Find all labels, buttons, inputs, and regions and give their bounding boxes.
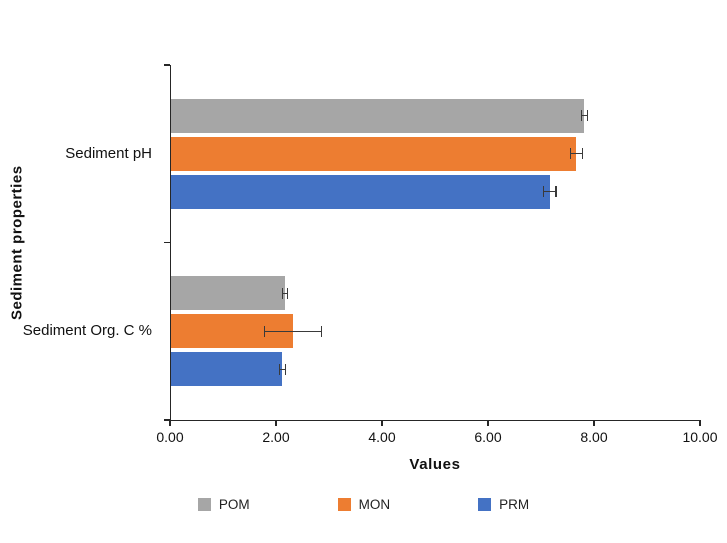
y-tick-mark-0 [164,64,170,66]
x-tick-mark-3 [487,420,489,426]
y-tick-mark-2 [164,419,170,421]
error-bar-pom-0 [580,110,589,122]
bar-pom-0 [171,98,585,133]
error-bar-pom-1 [281,287,289,299]
legend: POM MON PRM [0,497,727,512]
x-tick-mark-5 [699,420,701,426]
legend-item-mon: MON [337,497,391,512]
x-tick-label-4: 8.00 [580,429,608,445]
x-tick-label-5: 10.00 [682,429,718,445]
legend-label-pom: POM [218,497,250,512]
error-bar-prm-1 [278,363,286,375]
legend-item-prm: PRM [478,497,529,512]
bar-prm-1 [171,352,283,387]
error-bar-prm-0 [543,186,557,198]
category-label-0: Sediment pH [65,144,152,162]
x-tick-mark-0 [169,420,171,426]
legend-swatch-mon [337,498,351,511]
legend-label-prm: PRM [499,497,530,512]
error-bar-mon-1 [263,325,323,337]
y-tick-mark-1 [164,241,170,244]
bar-mon-0 [171,136,577,171]
x-tick-mark-1 [275,420,277,426]
legend-swatch-prm [478,498,492,511]
category-labels: Sediment pH Sediment Org. C % [0,65,160,420]
x-tick-mark-4 [593,420,595,426]
x-axis-title: Values [409,456,461,473]
plot-area [170,65,701,421]
legend-label-mon: MON [358,497,391,512]
legend-item-pom: POM [197,497,250,512]
category-label-1: Sediment Org. C % [22,322,152,340]
x-tick-mark-2 [381,420,383,426]
x-tick-label-2: 4.00 [368,429,396,445]
bar-prm-0 [171,174,550,209]
x-tick-label-3: 6.00 [474,429,502,445]
legend-swatch-pom [197,498,211,511]
x-tick-label-0: 0.00 [156,429,184,445]
x-tick-label-1: 2.00 [262,429,290,445]
bar-pom-1 [171,276,285,311]
error-bar-mon-0 [569,148,584,160]
